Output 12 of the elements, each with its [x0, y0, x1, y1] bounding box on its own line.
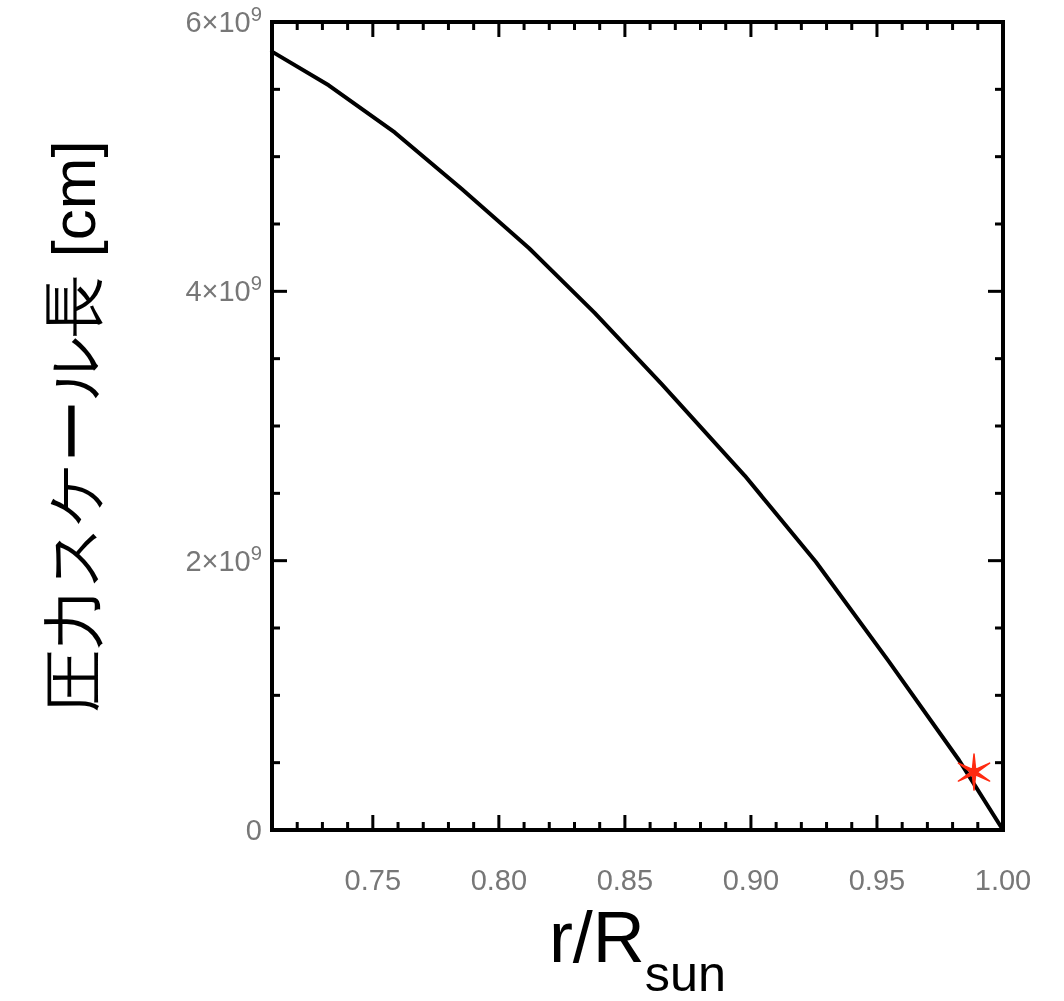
y-tick-label: 6×10$^{9}$: [185, 3, 262, 38]
y-tick-label: 2×10$^{9}$: [185, 541, 262, 577]
x-tick-label: 0.80: [470, 864, 528, 896]
y-axis-title: 圧力スケール長 [cm]: [39, 140, 108, 712]
x-tick-label: 0.95: [848, 864, 906, 896]
x-axis-title: r/R$_{sun}$: [548, 897, 727, 1001]
x-tick-label: 0.90: [722, 864, 780, 896]
y-tick-label: 0: [245, 814, 262, 846]
x-tick-label: 0.75: [344, 864, 402, 896]
x-tick-label: 1.00: [974, 864, 1032, 896]
y-tick-label: 4×10$^{9}$: [185, 272, 262, 308]
x-tick-label: 0.85: [596, 864, 654, 896]
